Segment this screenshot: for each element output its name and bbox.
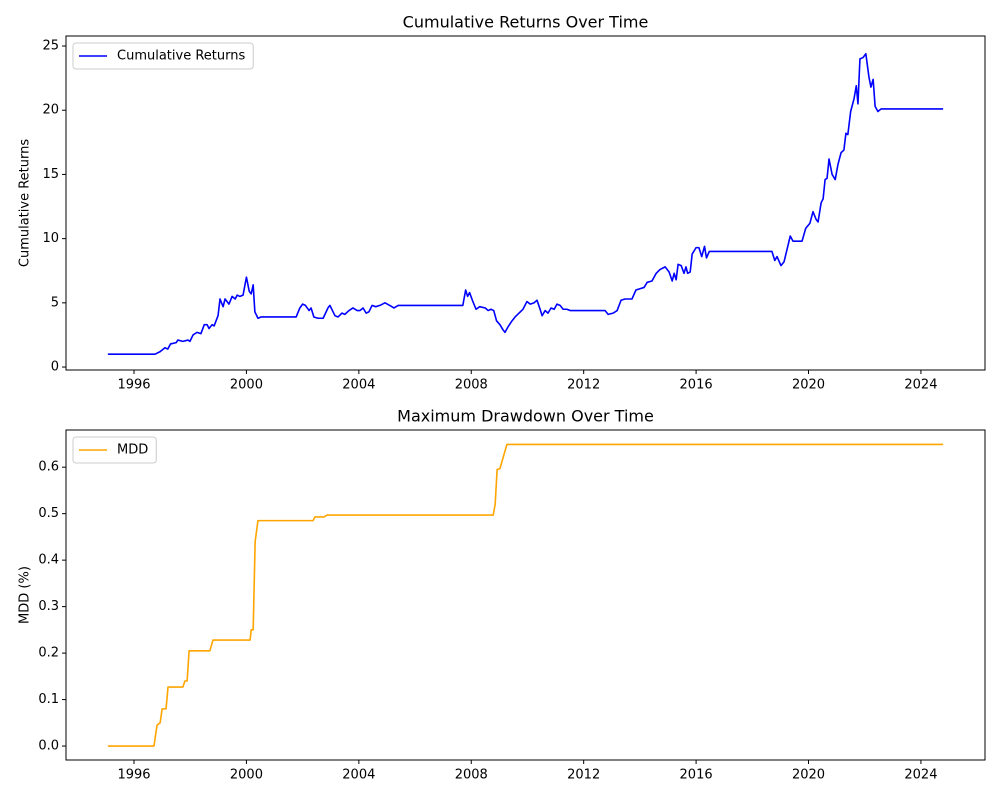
y-tick-label: 0 — [51, 360, 59, 375]
data-line — [107, 52, 944, 356]
x-tick-label: 2012 — [567, 378, 600, 393]
y-tick-label: 0.5 — [38, 506, 59, 521]
x-tick-label: 2024 — [904, 768, 937, 783]
chart-title: Cumulative Returns Over Time — [403, 13, 649, 32]
y-tick-label: 0.3 — [38, 599, 59, 614]
x-tick-label: 2008 — [455, 768, 488, 783]
x-tick-label: 2024 — [904, 378, 937, 393]
y-tick-label: 10 — [42, 231, 59, 246]
y-tick-label: 15 — [42, 167, 59, 182]
x-tick-label: 2020 — [792, 378, 825, 393]
legend-label: Cumulative Returns — [117, 49, 245, 64]
y-tick-label: 25 — [42, 39, 59, 54]
x-tick-label: 2000 — [230, 768, 263, 783]
x-tick-label: 2020 — [792, 768, 825, 783]
legend-frame — [72, 42, 254, 70]
legend: MDD — [72, 436, 157, 464]
y-tick-label: 0.2 — [38, 646, 59, 661]
data-line — [107, 443, 944, 747]
legend: Cumulative Returns — [72, 42, 254, 70]
y-tick-label: 0.0 — [38, 739, 59, 754]
y-tick-label: 0.1 — [38, 692, 59, 707]
plot-frame — [65, 35, 986, 371]
x-tick-label: 1996 — [117, 768, 150, 783]
y-tick-label: 5 — [51, 295, 59, 310]
x-tick-label: 2008 — [455, 378, 488, 393]
legend-label: MDD — [117, 443, 148, 458]
y-tick-label: 0.6 — [38, 460, 59, 475]
x-tick-label: 1996 — [117, 378, 150, 393]
legend-frame — [72, 436, 157, 464]
x-tick-label: 2000 — [230, 378, 263, 393]
x-tick-label: 2004 — [342, 768, 375, 783]
x-tick-label: 2004 — [342, 378, 375, 393]
chart-title: Maximum Drawdown Over Time — [397, 407, 654, 426]
y-axis-label: MDD (%) — [18, 566, 33, 624]
x-tick-label: 2012 — [567, 768, 600, 783]
x-tick-label: 2016 — [680, 378, 713, 393]
y-tick-label: 0.4 — [38, 553, 59, 568]
x-tick-label: 2016 — [680, 768, 713, 783]
plot-frame — [65, 429, 986, 761]
y-axis-label: Cumulative Returns — [18, 139, 33, 267]
y-tick-label: 20 — [42, 103, 59, 118]
